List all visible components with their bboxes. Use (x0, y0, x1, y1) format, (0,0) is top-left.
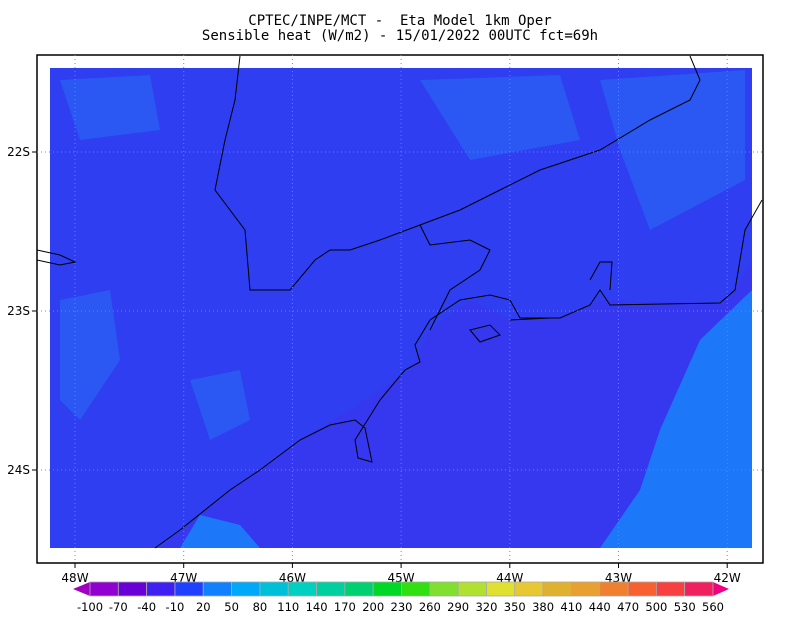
colorbar-box (627, 581, 657, 597)
colorbar-box (684, 581, 714, 597)
lat-label: 23S (7, 304, 30, 318)
colorbar-label: 170 (334, 600, 356, 614)
colorbar-label: 380 (532, 600, 554, 614)
colorbar-under-triangle (73, 582, 90, 596)
colorbar-box (259, 581, 289, 597)
colorbar-box (117, 581, 148, 597)
map-panel (36, 55, 763, 549)
colorbar-box (174, 581, 204, 597)
colorbar-box (344, 581, 374, 597)
colorbar-label: 200 (362, 600, 384, 614)
colorbar-box (202, 581, 232, 597)
colorbar-box (429, 581, 459, 597)
lon-label: 48W (61, 571, 88, 585)
colorbar-label: -40 (137, 600, 156, 614)
colorbar-label: 470 (617, 600, 639, 614)
lon-label: 42W (714, 571, 741, 585)
map-frame (36, 54, 764, 564)
lat-label: 24S (7, 463, 30, 477)
colorbar-label: 20 (196, 600, 211, 614)
colorbar-label: 350 (504, 600, 526, 614)
colorbar-box (571, 581, 601, 597)
colorbar-label: -100 (77, 600, 103, 614)
colorbar-label: 440 (589, 600, 611, 614)
lon-label: 45W (388, 571, 415, 585)
colorbar-label: -70 (109, 600, 128, 614)
title-line-1: CPTEC/INPE/MCT - Eta Model 1km Oper (248, 13, 552, 29)
colorbar-label: -10 (166, 600, 185, 614)
latitude-labels: 22S 23S 24S (7, 145, 30, 477)
lon-label: 43W (605, 571, 632, 585)
colorbar-label: 260 (419, 600, 441, 614)
colorbar-box (401, 581, 431, 597)
lon-label: 44W (496, 571, 523, 585)
colorbar-label: 500 (645, 600, 667, 614)
lon-label: 46W (279, 571, 306, 585)
colorbar-label: 290 (447, 600, 469, 614)
colorbar-box (599, 581, 629, 597)
colorbar-label: 50 (224, 600, 239, 614)
longitude-labels: 48W 47W 46W 45W 44W 43W 42W (61, 571, 740, 585)
ocean-field (160, 260, 752, 548)
graticule (32, 55, 763, 568)
colorbar-label: 140 (306, 600, 328, 614)
colorbar-box (231, 581, 261, 597)
colorbar-label: 80 (253, 600, 268, 614)
lon-label: 47W (170, 571, 197, 585)
colorbar-label: 410 (560, 600, 582, 614)
title-line-2: Sensible heat (W/m2) - 15/01/2022 00UTC … (201, 28, 599, 44)
colorbar-box (486, 581, 516, 597)
colorbar-box (542, 581, 572, 597)
state-border (36, 55, 701, 343)
colorbar-box (89, 581, 119, 597)
colorbar-box (316, 581, 346, 597)
colorbar: -100 -70 -40 -10 20 50 80 110 140 170 200 230 260 290… (73, 581, 729, 614)
colorbar-label: 110 (277, 600, 299, 614)
colorbar-box (287, 581, 317, 597)
colorbar-label: 320 (475, 600, 497, 614)
colorbar-label: 560 (702, 600, 724, 614)
colorbar-box (457, 581, 487, 597)
colorbar-box (146, 581, 176, 597)
lat-label: 22S (7, 145, 30, 159)
colorbar-box (372, 581, 402, 597)
colorbar-box (655, 581, 686, 597)
colorbar-label: 230 (391, 600, 413, 614)
warm-ocean-field (180, 290, 752, 548)
colorbar-label: 530 (674, 600, 696, 614)
colorbar-over-triangle (713, 582, 729, 596)
coastline (154, 199, 763, 549)
colorbar-box (514, 581, 544, 597)
